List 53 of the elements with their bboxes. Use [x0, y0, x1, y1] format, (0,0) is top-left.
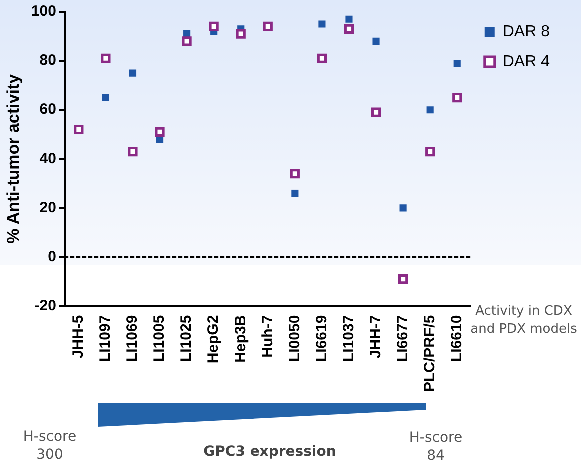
y-tick-label: 80: [40, 52, 56, 70]
point: [344, 24, 354, 34]
point: [372, 38, 380, 45]
y-tick-label: 20: [40, 199, 56, 216]
legend-label: DAR 8: [502, 23, 550, 40]
point: [182, 36, 192, 46]
x-tick-label: JHH-7: [367, 315, 384, 359]
text: H-score 84: [408, 429, 464, 462]
x-tick-label: LI6677: [394, 315, 412, 362]
point: [426, 147, 436, 157]
point: [236, 29, 246, 39]
x-tick-label: LI0050: [286, 315, 304, 362]
point: [290, 169, 300, 179]
x-tick-label: LI1037: [340, 315, 358, 362]
x-tick-label: HepG2: [205, 315, 222, 364]
point: [129, 70, 137, 77]
point: [292, 190, 299, 198]
point: [400, 204, 407, 212]
point: [102, 94, 110, 102]
point: [101, 54, 111, 64]
point: [155, 127, 165, 137]
point: [317, 54, 327, 64]
point: [263, 22, 273, 32]
point: [371, 108, 382, 118]
point: [426, 106, 434, 114]
y-tick-label: -20: [34, 297, 56, 314]
x-tick-label: PLC/PRF/5: [421, 315, 438, 392]
x-tick-label: LI1025: [178, 315, 196, 362]
x-tick-label: LI1097: [97, 315, 114, 362]
x-tick-label: LI1005: [151, 315, 168, 362]
annotation: Activity in CDX and PDX models: [470, 303, 578, 339]
legend-label: DAR 4: [502, 53, 550, 70]
y-tick-label: 40: [40, 150, 56, 168]
y-axis-title: % Anti-tumor activity: [4, 74, 23, 244]
point: [128, 147, 138, 157]
x-tick-label: Hep3B: [232, 315, 250, 363]
point: [318, 20, 326, 28]
x-tick-label: Huh-7: [259, 315, 276, 358]
text: GPC3 expression: [202, 443, 338, 461]
y-tick-label: 0: [48, 248, 56, 266]
point: [346, 16, 353, 23]
point: [452, 93, 462, 103]
point: [398, 274, 408, 284]
x-tick-label: JHH-5: [70, 315, 88, 359]
point: [74, 124, 84, 135]
text: H-score 300: [22, 428, 78, 462]
point: [454, 60, 461, 68]
y-tick-label: 100: [31, 3, 56, 20]
x-tick-label: LI1069: [124, 315, 142, 362]
x-tick-label: LI6619: [313, 315, 330, 362]
y-tick-label: 60: [40, 101, 56, 118]
point: [209, 22, 219, 32]
x-tick-label: LI6610: [448, 315, 466, 362]
